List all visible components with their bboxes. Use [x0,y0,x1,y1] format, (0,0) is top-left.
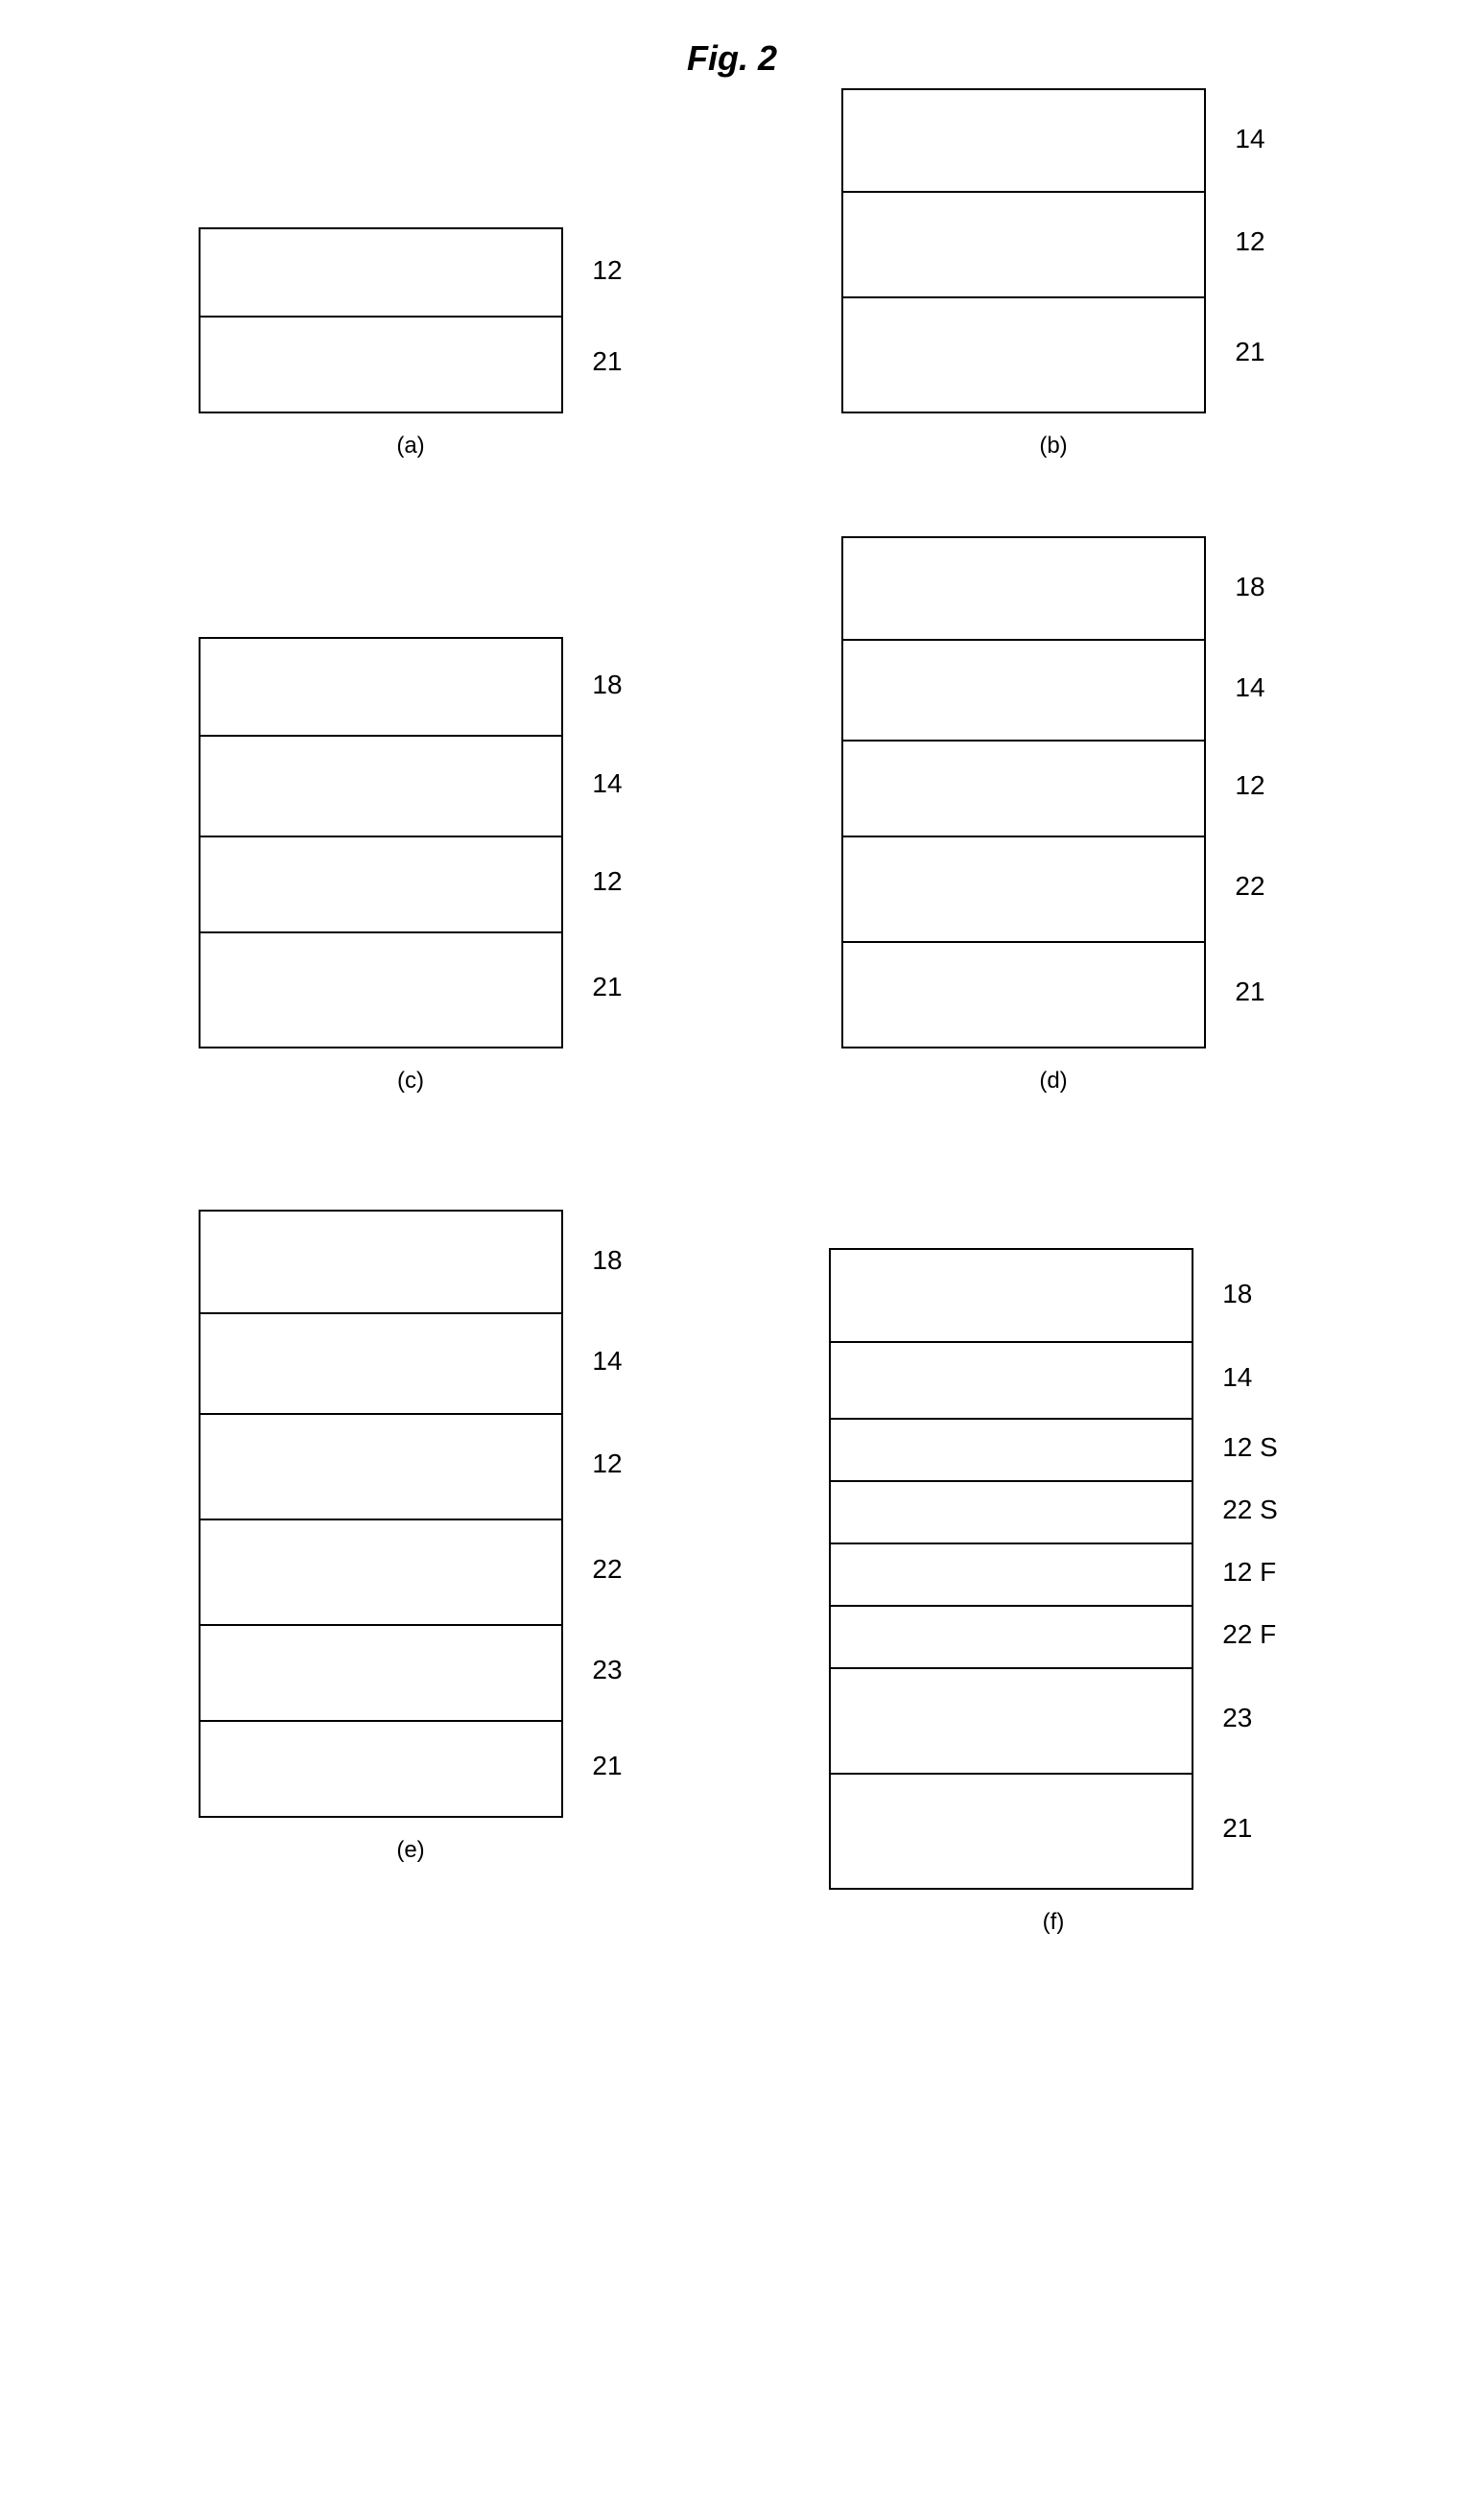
panel-c-stack [199,637,563,1048]
panel-a-layer-1 [201,316,561,412]
panel-c-layer-1 [201,735,561,836]
panel-e-layer-2 [201,1413,561,1519]
panel-b: 14 12 21 (b) [799,88,1308,459]
panel-f: 18 14 12 S 22 S 12 F 22 F 23 21 (f) [799,1248,1308,1936]
panel-f-label-0: 18 [1222,1248,1278,1339]
panel-f-layer-7 [831,1773,1192,1888]
panel-e-layer-4 [201,1624,561,1720]
panel-b-layer-0 [843,90,1204,191]
panel-d-label-4: 21 [1235,939,1264,1045]
panel-d-caption: (d) [1039,1068,1067,1095]
panel-f-label-3: 22 S [1222,1478,1278,1541]
panel-e-label-3: 22 [592,1517,622,1622]
panel-c-layer-2 [201,836,561,931]
panel-e-label-2: 12 [592,1411,622,1517]
panel-f-layer-6 [831,1667,1192,1773]
panel-d-stack [841,536,1206,1048]
panel-a-stack [199,227,563,413]
panel-e-caption: (e) [396,1837,424,1864]
panel-d-label-2: 12 [1235,738,1264,834]
panel-a-label-1: 21 [592,314,622,410]
panel-a: 12 21 (a) [156,227,665,459]
panel-c-label-2: 12 [592,834,622,930]
panel-a-label-0: 12 [592,227,622,314]
panel-d-label-1: 14 [1235,637,1264,738]
panel-e-layer-3 [201,1519,561,1624]
panel-e-layer-5 [201,1720,561,1816]
panel-d-layer-1 [843,639,1204,740]
panel-d-layer-3 [843,836,1204,941]
panel-d-layer-4 [843,941,1204,1047]
panel-a-layer-0 [201,229,561,316]
panel-b-label-1: 12 [1235,189,1264,294]
panel-e-stack [199,1210,563,1818]
panel-e-label-0: 18 [592,1210,622,1310]
panel-f-layer-3 [831,1480,1192,1543]
panel-b-layer-2 [843,296,1204,412]
figure-title: Fig. 2 [58,38,1406,79]
panel-a-caption: (a) [396,433,424,459]
panel-e-label-4: 23 [592,1622,622,1718]
panel-d-label-3: 22 [1235,834,1264,939]
panel-f-label-5: 22 F [1222,1603,1278,1665]
panel-d-layer-2 [843,740,1204,836]
panel-c-caption: (c) [397,1068,424,1095]
panel-f-layer-2 [831,1418,1192,1480]
panel-b-stack [841,88,1206,413]
panel-grid: 12 21 (a) 14 12 21 (b) [156,127,1308,1936]
panel-e-label-1: 14 [592,1310,622,1411]
panel-e-layer-1 [201,1312,561,1413]
panel-c-label-3: 21 [592,930,622,1045]
panel-f-label-1: 14 [1222,1339,1278,1416]
panel-d-layer-0 [843,538,1204,639]
panel-f-label-2: 12 S [1222,1416,1278,1478]
panel-b-layer-1 [843,191,1204,296]
panel-c-label-1: 14 [592,733,622,834]
panel-c-label-0: 18 [592,637,622,733]
panel-f-layer-1 [831,1341,1192,1418]
panel-f-layer-5 [831,1605,1192,1667]
panel-d: 18 14 12 22 21 (d) [799,536,1308,1095]
panel-f-label-7: 21 [1222,1771,1278,1886]
panel-f-caption: (f) [1043,1909,1065,1936]
panel-c-layer-3 [201,931,561,1047]
panel-f-label-6: 23 [1222,1665,1278,1771]
panel-b-label-2: 21 [1235,294,1264,410]
panel-f-layer-0 [831,1250,1192,1341]
panel-d-label-0: 18 [1235,536,1264,637]
panel-c: 18 14 12 21 (c) [156,637,665,1095]
panel-c-layer-0 [201,639,561,735]
panel-e-label-5: 21 [592,1718,622,1814]
panel-b-label-0: 14 [1235,88,1264,189]
panel-b-caption: (b) [1039,433,1067,459]
panel-e-layer-0 [201,1212,561,1312]
panel-f-layer-4 [831,1543,1192,1605]
panel-e: 18 14 12 22 23 21 (e) [156,1210,665,1864]
panel-f-label-4: 12 F [1222,1541,1278,1603]
panel-f-stack [829,1248,1193,1890]
